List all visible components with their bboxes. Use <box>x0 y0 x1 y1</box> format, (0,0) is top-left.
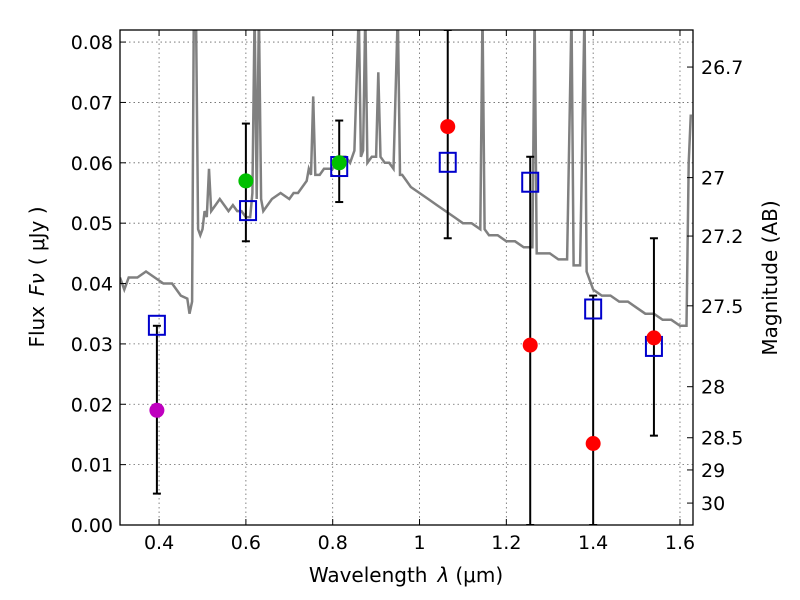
y-tick-label-6: 0.06 <box>71 153 113 175</box>
observed-point-4 <box>522 337 538 353</box>
observed-point-6 <box>646 330 662 346</box>
observed-point-5 <box>585 436 601 452</box>
grid <box>120 30 693 526</box>
right-tick-label-5: 28.5 <box>701 428 743 450</box>
right-tick-label-3: 27.5 <box>701 296 743 318</box>
y-tick-label-4: 0.04 <box>71 274 113 296</box>
model-box-1 <box>239 200 258 222</box>
x-tick-label-3: 1 <box>413 532 425 554</box>
observed-point-2 <box>331 155 347 171</box>
x-tick-label-6: 1.6 <box>665 532 695 554</box>
observed-point-1 <box>238 173 254 189</box>
sed-model-line <box>120 30 693 328</box>
x-tick-label-2: 0.8 <box>318 532 348 554</box>
right-tick-label-4: 28 <box>701 377 725 399</box>
model-box-0 <box>147 314 166 336</box>
right-tick-label-2: 27.2 <box>701 226 743 248</box>
observed-point-3 <box>440 119 456 135</box>
y-tick-label-5: 0.05 <box>71 213 113 235</box>
model-box-5 <box>584 298 603 320</box>
y-axis-title: FluxFν( μJy ) <box>25 206 49 347</box>
model-box-3 <box>438 151 457 173</box>
observed-points <box>149 119 662 452</box>
x-axis-title: Wavelength λ (μm) <box>309 563 503 587</box>
y-tick-label-7: 0.07 <box>71 92 113 114</box>
x-tick-label-0: 0.4 <box>144 532 174 554</box>
right-tick-label-1: 27 <box>701 168 725 190</box>
right-tick-label-6: 29 <box>701 460 725 482</box>
observed-point-0 <box>149 402 165 418</box>
x-axis-ticks: 0.4 0.6 0.8 1 1.2 1.4 1.6 <box>144 30 695 554</box>
x-tick-label-4: 1.2 <box>491 532 521 554</box>
x-tick-label-5: 1.4 <box>578 532 608 554</box>
right-tick-label-0: 26.7 <box>701 57 743 79</box>
y-tick-label-1: 0.01 <box>71 455 113 477</box>
x-tick-label-1: 0.6 <box>231 532 261 554</box>
right-axis-ticks: 26.7 27 27.2 27.5 28 28.5 29 30 <box>687 57 743 515</box>
y-tick-label-2: 0.02 <box>71 394 113 416</box>
y-axis-ticks: 0.00 0.01 0.02 0.03 0.04 0.05 0.06 0.07 0.08 <box>71 32 126 537</box>
y-tick-label-3: 0.03 <box>71 334 113 356</box>
model-box-4 <box>521 171 540 193</box>
right-tick-label-7: 30 <box>701 493 725 515</box>
y-tick-label-0: 0.00 <box>71 515 113 537</box>
y-tick-label-8: 0.08 <box>71 32 113 54</box>
right-axis-title: Magnitude (AB) <box>758 200 782 355</box>
plot-frame <box>119 29 694 526</box>
